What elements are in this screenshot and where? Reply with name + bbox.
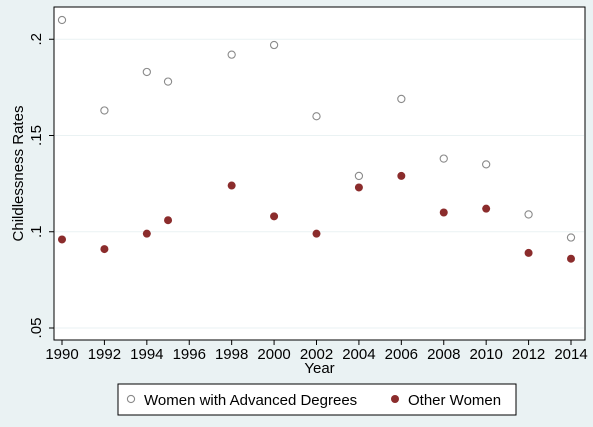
data-point-advanced-degrees	[57, 15, 67, 25]
data-point-advanced-degrees	[142, 67, 151, 77]
x-tick-label: 2006	[385, 346, 418, 363]
x-tick-label: 2002	[300, 346, 333, 363]
data-point-advanced-degrees	[312, 112, 321, 121]
legend	[117, 383, 517, 416]
legend-marker-advanced-degrees	[126, 394, 136, 404]
x-tick-label: 2012	[512, 346, 545, 363]
data-point-advanced-degrees	[524, 210, 533, 219]
data-point-other-women	[164, 216, 173, 225]
y-tick-label: .1	[28, 225, 45, 238]
data-point-advanced-degrees	[269, 40, 279, 50]
legend-label-advanced-degrees: Women with Advanced Degrees	[144, 392, 357, 409]
data-point-other-women	[524, 248, 533, 257]
data-point-other-women	[100, 245, 109, 254]
data-point-other-women	[439, 208, 448, 217]
data-point-advanced-degrees	[397, 94, 406, 104]
x-tick-label: 2008	[427, 346, 460, 363]
x-tick-label: 2010	[469, 346, 502, 363]
x-tick-label: 1996	[173, 346, 206, 363]
data-point-advanced-degrees	[566, 233, 576, 242]
x-tick-label: 1998	[215, 346, 248, 363]
x-tick-label: 1990	[45, 346, 78, 363]
x-tick-label: 2014	[554, 346, 587, 363]
x-tick-label: 1992	[88, 346, 121, 363]
y-tick-label: .15	[28, 125, 45, 146]
x-tick-label: 2004	[342, 346, 375, 363]
data-point-other-women	[354, 183, 363, 192]
x-axis-title: Year	[304, 360, 334, 377]
y-tick-label: .05	[28, 318, 45, 339]
data-point-advanced-degrees	[227, 50, 236, 59]
data-point-advanced-degrees	[482, 160, 491, 169]
data-point-advanced-degrees	[439, 154, 448, 163]
data-point-other-women	[567, 254, 575, 263]
plot-area	[53, 6, 586, 341]
data-point-other-women	[270, 212, 279, 221]
x-tick-label: 1994	[130, 346, 163, 363]
data-point-advanced-degrees	[163, 77, 173, 86]
data-point-advanced-degrees	[100, 106, 109, 115]
x-tick-label: 2000	[257, 346, 290, 363]
data-point-other-women	[227, 181, 236, 190]
legend-marker-other-women	[391, 395, 399, 403]
legend-label-other-women: Other Women	[408, 392, 501, 409]
data-point-advanced-degrees	[354, 171, 364, 181]
data-point-other-women	[142, 229, 151, 238]
data-point-other-women	[58, 235, 66, 244]
data-point-other-women	[482, 204, 491, 213]
data-point-other-women	[397, 171, 406, 180]
y-tick-label: .2	[28, 33, 45, 46]
data-point-other-women	[312, 229, 321, 238]
y-axis-title: Childlessness Rates	[10, 106, 27, 242]
